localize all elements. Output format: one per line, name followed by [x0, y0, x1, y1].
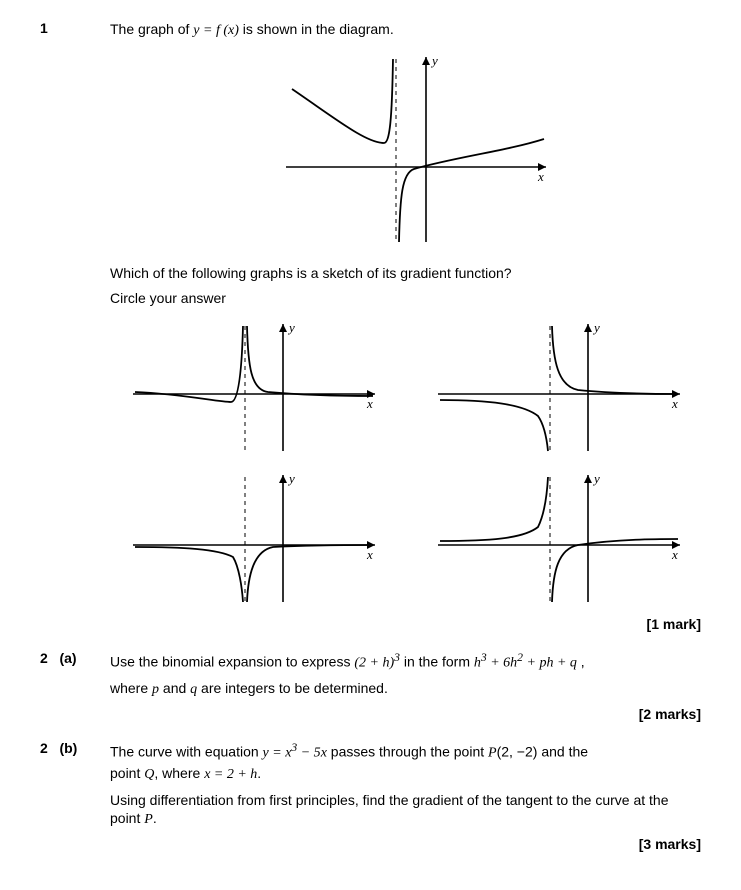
- svg-text:y: y: [430, 53, 438, 68]
- q2a-e2g: q: [570, 655, 577, 670]
- q2a-marks: [2 marks]: [110, 706, 701, 722]
- q2b-l2Q: Q: [144, 767, 154, 782]
- q1-main-svg: y x: [256, 47, 556, 247]
- q1-options-grid: y x y: [110, 316, 701, 610]
- q1-body: The graph of y = f (x) is shown in the d…: [110, 20, 701, 646]
- q1-intro: The graph of y = f (x) is shown in the d…: [110, 20, 701, 41]
- svg-text:y: y: [592, 320, 600, 335]
- q1-main-figure: y x: [110, 47, 701, 250]
- q2b-l1eq: y = x: [263, 746, 292, 761]
- q2b-l1a: The curve with equation: [110, 744, 263, 760]
- q2a-t2h: ,: [577, 653, 585, 669]
- q2b-number: 2 (b): [40, 740, 110, 756]
- q2b-l2c: .: [257, 765, 261, 781]
- q2b-l3end: .: [153, 810, 157, 826]
- q1-question: Which of the following graphs is a sketc…: [110, 264, 701, 283]
- q1-option-d[interactable]: y x: [428, 467, 688, 610]
- q2a-number: 2 (a): [40, 650, 110, 666]
- q2b-l1P: P: [488, 746, 497, 761]
- q2b-line1: The curve with equation y = x3 − 5x pass…: [110, 740, 701, 784]
- q2a-t2b: + 6: [487, 655, 510, 670]
- q2b-marks: [3 marks]: [110, 836, 701, 852]
- svg-text:x: x: [671, 396, 678, 411]
- svg-text:x: x: [366, 547, 373, 562]
- q2a-e1: (2 + h): [354, 655, 394, 670]
- svg-text:y: y: [287, 320, 295, 335]
- q2a-t1: Use the binomial expansion to express: [110, 653, 354, 669]
- q1-number: 1: [40, 20, 110, 36]
- q1-instruction: Circle your answer: [110, 289, 701, 308]
- q2b-l2a: point: [110, 765, 144, 781]
- q2a-l2mid: and: [159, 680, 190, 696]
- q1-option-a[interactable]: y x: [123, 316, 383, 459]
- svg-text:y: y: [287, 471, 295, 486]
- q2a-t2d: +: [523, 655, 539, 670]
- q1-option-b[interactable]: y x: [428, 316, 688, 459]
- q2a-e2a: h: [474, 655, 481, 670]
- q1-intro-pre: The graph of: [110, 21, 193, 37]
- q1-option-c[interactable]: y x: [123, 467, 383, 610]
- q2b-line3: Using differentiation from first princip…: [110, 791, 701, 831]
- q2b-l1d: passes through the point: [327, 744, 488, 760]
- q2b-l3P: P: [144, 812, 153, 827]
- svg-text:x: x: [366, 396, 373, 411]
- q2b-l2b: , where: [154, 765, 204, 781]
- q2a-l2p: p: [152, 682, 159, 697]
- question-2b-row: 2 (b) The curve with equation y = x3 − 5…: [40, 740, 701, 866]
- q2b-l1e: (2, −2) and the: [497, 744, 588, 760]
- svg-text:y: y: [592, 471, 600, 486]
- question-1-row: 1 The graph of y = f (x) is shown in the…: [40, 20, 701, 646]
- q2b-body: The curve with equation y = x3 − 5x pass…: [110, 740, 701, 866]
- q2a-body: Use the binomial expansion to express (2…: [110, 650, 701, 736]
- q2a-t2f: +: [553, 655, 569, 670]
- q2a-l2post: are integers to be determined.: [197, 680, 388, 696]
- svg-text:x: x: [537, 169, 544, 184]
- q2a-line2: where p and q are integers to be determi…: [110, 679, 701, 700]
- q2b-l3: Using differentiation from first princip…: [110, 792, 669, 827]
- q2b-l1b: − 5: [297, 746, 320, 761]
- question-2a-row: 2 (a) Use the binomial expansion to expr…: [40, 650, 701, 736]
- q2b-l2eq: x = 2 + h: [204, 767, 257, 782]
- exam-page: 1 The graph of y = f (x) is shown in the…: [0, 0, 741, 890]
- q2a-e2e: ph: [539, 655, 553, 670]
- q2a-line1: Use the binomial expansion to express (2…: [110, 650, 701, 674]
- q1-intro-post: is shown in the diagram.: [239, 21, 394, 37]
- q1-intro-eq: y = f (x): [193, 23, 239, 38]
- q1-marks: [1 mark]: [110, 616, 701, 632]
- q2a-l2pre: where: [110, 680, 152, 696]
- q2a-t2: in the form: [400, 653, 474, 669]
- svg-text:x: x: [671, 547, 678, 562]
